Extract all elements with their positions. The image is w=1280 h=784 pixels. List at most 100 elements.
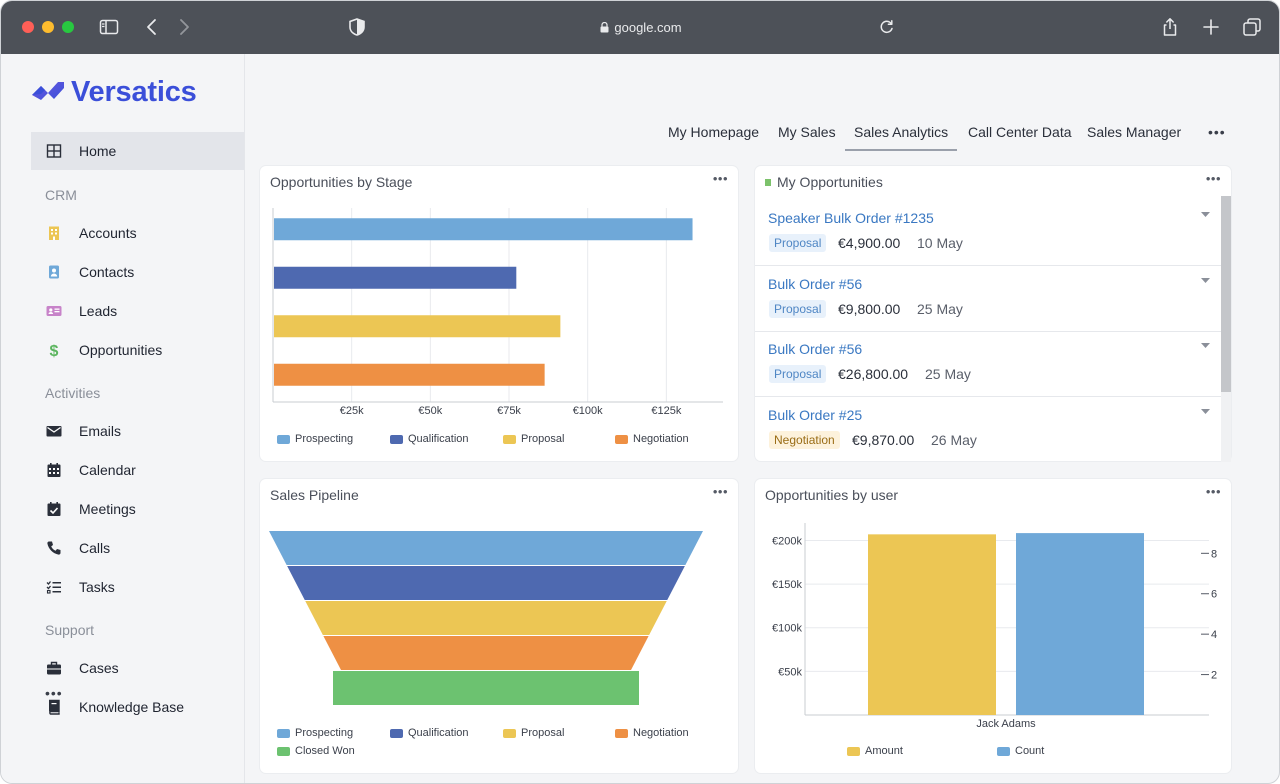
x-tick-label: €75k bbox=[497, 405, 521, 417]
phone-icon bbox=[45, 539, 63, 557]
bar-prospecting bbox=[274, 218, 693, 241]
sidebar-item-label: Accounts bbox=[79, 225, 137, 241]
sidebar-item-knowledge-base[interactable]: Knowledge Base bbox=[31, 688, 244, 726]
legend-label: Prospecting bbox=[295, 727, 354, 739]
address-bar[interactable]: google.com bbox=[561, 17, 721, 39]
opportunity-name[interactable]: Bulk Order #56 bbox=[768, 341, 863, 357]
legend-swatch bbox=[503, 434, 516, 444]
legend-qualification[interactable]: Qualification bbox=[390, 433, 469, 445]
legend-proposal[interactable]: Proposal bbox=[503, 433, 564, 445]
sidebar-item-home[interactable]: Home bbox=[31, 132, 244, 170]
tasks-icon bbox=[45, 578, 63, 596]
scrollbar-thumb[interactable] bbox=[1221, 196, 1231, 392]
funnel-stage-prospecting bbox=[269, 531, 703, 565]
close-window-button[interactable] bbox=[22, 21, 34, 33]
url-text: google.com bbox=[614, 20, 682, 35]
sidebar-item-accounts[interactable]: Accounts bbox=[31, 214, 244, 252]
legend-label: Closed Won bbox=[295, 745, 355, 757]
sidebar-item-label: Contacts bbox=[79, 264, 135, 280]
card-menu-button[interactable]: ••• bbox=[712, 171, 728, 186]
sidebar-item-tasks[interactable]: Tasks bbox=[31, 568, 244, 606]
caret-down-icon[interactable] bbox=[1201, 343, 1210, 349]
app-logo[interactable]: Versatics bbox=[31, 75, 197, 109]
opportunity-name[interactable]: Bulk Order #25 bbox=[768, 407, 863, 423]
legend-prospecting[interactable]: Prospecting bbox=[277, 433, 353, 445]
legend-count[interactable]: Count bbox=[997, 745, 1044, 757]
legend-swatch bbox=[847, 746, 860, 756]
tabs-more-button[interactable]: ••• bbox=[1208, 124, 1226, 140]
legend-label: Negotiation bbox=[633, 727, 689, 739]
legend-label: Qualification bbox=[408, 433, 469, 445]
sidebar-item-emails[interactable]: Emails bbox=[31, 412, 244, 450]
card-menu-button[interactable]: ••• bbox=[712, 484, 728, 499]
privacy-shield-icon[interactable] bbox=[346, 16, 368, 38]
card-my-opportunities: My Opportunities ••• Speaker Bulk Order … bbox=[755, 166, 1231, 462]
y-tick-label-right: 6 bbox=[1211, 589, 1217, 601]
zoom-window-button[interactable] bbox=[62, 21, 74, 33]
stage-bar-chart: €25k €50k €75k €100k €125k bbox=[272, 208, 723, 417]
sidebar-item-meetings[interactable]: Meetings bbox=[31, 490, 244, 528]
building-icon bbox=[45, 224, 63, 242]
legend-swatch bbox=[277, 728, 290, 738]
tab-my-sales[interactable]: My Sales bbox=[778, 124, 836, 140]
section-crm: CRM bbox=[45, 187, 77, 203]
versatics-logo-icon bbox=[32, 82, 64, 100]
calendar-icon bbox=[45, 461, 63, 479]
sidebar-item-label: Cases bbox=[79, 660, 119, 676]
sidebar-item-opportunities[interactable]: $ Opportunities bbox=[31, 331, 244, 369]
minimize-window-button[interactable] bbox=[42, 21, 54, 33]
share-icon[interactable] bbox=[1159, 16, 1181, 38]
legend-qualification[interactable]: Qualification bbox=[390, 727, 469, 739]
x-tick-label: €125k bbox=[651, 405, 681, 417]
card-title: My Opportunities bbox=[765, 174, 883, 190]
forward-icon[interactable] bbox=[173, 16, 195, 38]
sidebar-item-label: Home bbox=[79, 143, 117, 159]
legend-amount[interactable]: Amount bbox=[847, 745, 903, 757]
tab-overview-icon[interactable] bbox=[1241, 16, 1263, 38]
legend-swatch bbox=[615, 728, 628, 738]
caret-down-icon[interactable] bbox=[1201, 409, 1210, 415]
tab-call-center-data[interactable]: Call Center Data bbox=[968, 124, 1072, 140]
sidebar-more-button[interactable]: ••• bbox=[45, 685, 63, 701]
legend-closed-won[interactable]: Closed Won bbox=[277, 745, 355, 757]
sidebar-item-leads[interactable]: Leads bbox=[31, 292, 244, 330]
legend-prospecting[interactable]: Prospecting bbox=[277, 727, 353, 739]
sidebar-item-label: Meetings bbox=[79, 501, 136, 517]
new-tab-icon[interactable] bbox=[1200, 16, 1222, 38]
card-opportunities-by-stage: Opportunities by Stage ••• €25k €50k €75k €… bbox=[260, 166, 738, 461]
legend-swatch bbox=[503, 728, 516, 738]
sidebar-toggle-icon[interactable] bbox=[98, 16, 120, 38]
legend-proposal[interactable]: Proposal bbox=[503, 727, 564, 739]
reload-icon[interactable] bbox=[876, 16, 898, 38]
sidebar-item-calendar[interactable]: Calendar bbox=[31, 451, 244, 489]
y-tick-label-left: €150k bbox=[772, 579, 802, 591]
legend-negotiation[interactable]: Negotiation bbox=[615, 727, 689, 739]
y-tick-label-left: €200k bbox=[772, 535, 802, 547]
caret-down-icon[interactable] bbox=[1201, 278, 1210, 284]
sidebar-item-calls[interactable]: Calls bbox=[31, 529, 244, 567]
legend-label: Qualification bbox=[408, 727, 469, 739]
section-activities: Activities bbox=[45, 385, 101, 401]
sidebar-item-label: Leads bbox=[79, 303, 118, 319]
tab-sales-analytics[interactable]: Sales Analytics bbox=[845, 119, 958, 151]
sidebar-item-cases[interactable]: Cases bbox=[31, 649, 244, 687]
opportunity-amount: €9,800.00 bbox=[838, 301, 901, 317]
opportunity-item[interactable]: Speaker Bulk Order #1235 Proposal €4,900… bbox=[755, 200, 1221, 266]
opportunity-name[interactable]: Speaker Bulk Order #1235 bbox=[768, 210, 934, 226]
caret-down-icon[interactable] bbox=[1201, 212, 1210, 218]
tab-sales-manager[interactable]: Sales Manager bbox=[1087, 124, 1182, 140]
card-menu-button[interactable]: ••• bbox=[1205, 171, 1221, 186]
app-name: Versatics bbox=[71, 75, 197, 108]
legend-label: Prospecting bbox=[295, 433, 354, 445]
tab-my-homepage[interactable]: My Homepage bbox=[668, 124, 760, 140]
opportunity-item[interactable]: Bulk Order #56 Proposal €9,800.00 25 May bbox=[755, 266, 1221, 332]
legend-negotiation[interactable]: Negotiation bbox=[615, 433, 689, 445]
legend-swatch bbox=[390, 728, 403, 738]
opportunity-name[interactable]: Bulk Order #56 bbox=[768, 276, 863, 292]
sidebar-item-contacts[interactable]: Contacts bbox=[31, 253, 244, 291]
opportunity-item[interactable]: Bulk Order #56 Proposal €26,800.00 25 Ma… bbox=[755, 331, 1221, 397]
card-menu-button[interactable]: ••• bbox=[1205, 484, 1221, 499]
opportunity-item[interactable]: Bulk Order #25 Negotiation €9,870.00 26 … bbox=[755, 397, 1221, 460]
back-icon[interactable] bbox=[141, 16, 163, 38]
